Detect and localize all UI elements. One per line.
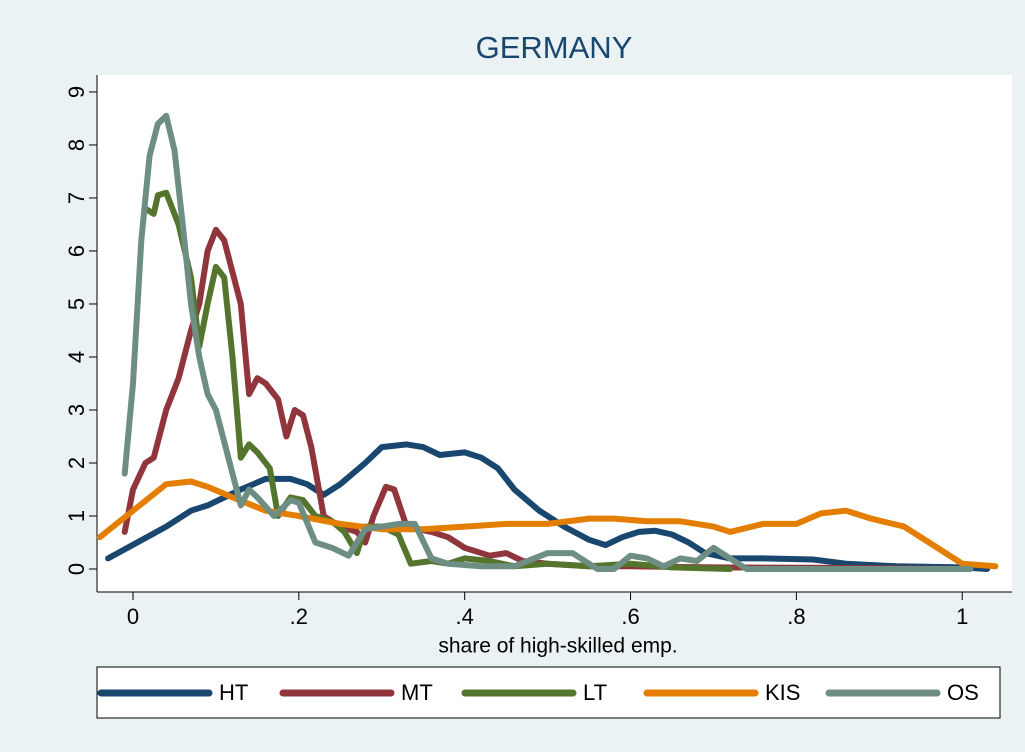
x-axis-title: share of high-skilled emp. [438, 635, 677, 658]
legend-label: HT [219, 680, 248, 705]
y-tick-label: 4 [64, 351, 89, 363]
x-tick-label: .2 [290, 604, 308, 629]
plot-area [97, 75, 1012, 592]
x-tick-label: .6 [621, 604, 639, 629]
x-tick-label: 1 [956, 604, 968, 629]
x-tick-label: .8 [787, 604, 805, 629]
y-tick-label: 7 [64, 192, 89, 204]
y-tick-label: 1 [64, 510, 89, 522]
y-tick-label: 5 [64, 298, 89, 310]
legend-label: OS [947, 680, 979, 705]
y-tick-label: 6 [64, 245, 89, 257]
y-tick-label: 3 [64, 404, 89, 416]
y-tick-label: 8 [64, 139, 89, 151]
x-tick-label: 0 [127, 604, 139, 629]
y-tick-label: 9 [64, 86, 89, 98]
legend-label: KIS [765, 680, 800, 705]
legend-label: MT [401, 680, 433, 705]
chart-title: GERMANY [476, 30, 633, 65]
legend-label: LT [583, 680, 607, 705]
series-line [121, 112, 974, 572]
series-line [96, 478, 999, 570]
x-tick-label: .4 [456, 604, 474, 629]
y-tick-label: 2 [64, 457, 89, 469]
y-tick-label: 0 [64, 563, 89, 575]
